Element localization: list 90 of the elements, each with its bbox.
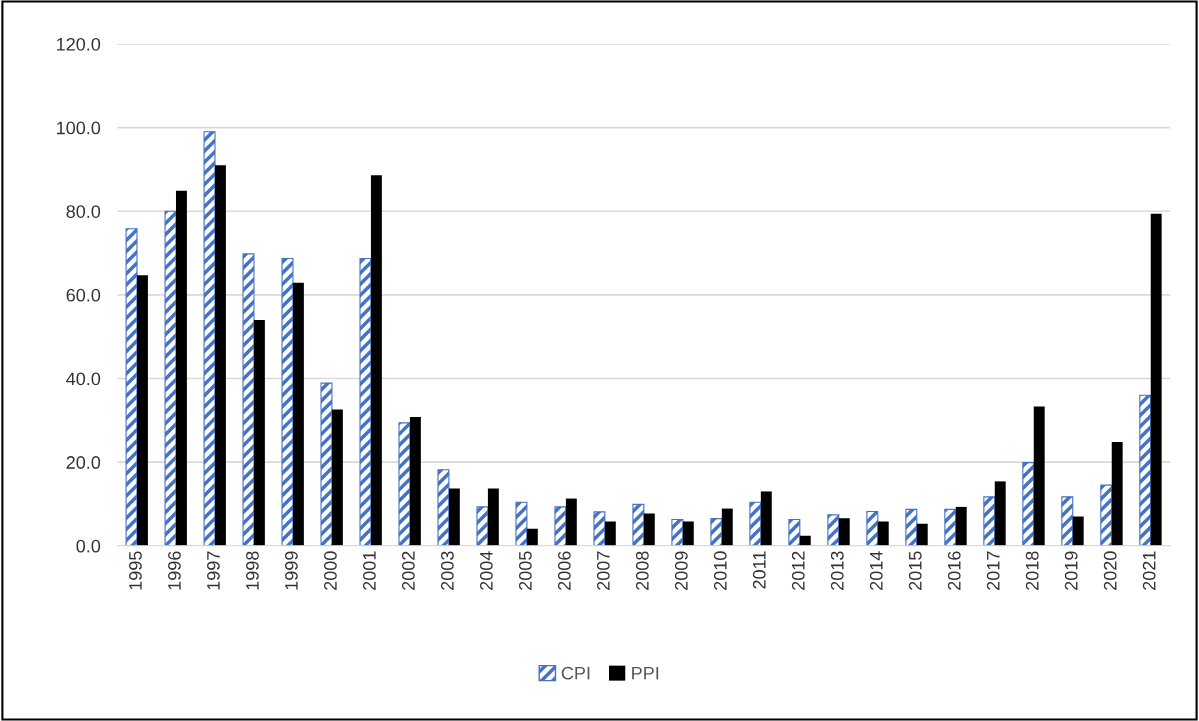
bar (983, 496, 996, 546)
bar (643, 513, 655, 546)
bar (1061, 496, 1074, 546)
y-tick-label: 20.0 (66, 456, 101, 469)
bar (866, 510, 879, 546)
x-tick-label: 2011 (752, 551, 766, 589)
x-tick-label: 2001 (363, 551, 376, 590)
x-tick-label: 1995 (129, 551, 142, 590)
x-tick-label: 2007 (596, 551, 610, 590)
bar (398, 422, 411, 546)
bar (448, 488, 460, 546)
y-tick-label: 100.0 (57, 121, 101, 135)
bar (749, 501, 762, 546)
bar (671, 518, 684, 546)
bar (487, 488, 499, 546)
x-tick-label: 2019 (1064, 551, 1078, 590)
bar (554, 506, 567, 546)
bar (760, 491, 772, 546)
x-tick-label: 1996 (168, 551, 181, 590)
x-tick-label: 2008 (635, 551, 649, 590)
bar (710, 518, 723, 546)
x-tick-label: 2017 (986, 551, 1000, 590)
bar (1072, 516, 1084, 546)
x-tick-label: 2013 (830, 551, 844, 590)
bar (1022, 462, 1035, 546)
bar (437, 469, 450, 546)
bar (682, 521, 694, 546)
bar (515, 501, 528, 546)
x-tick-label: 2006 (557, 551, 571, 590)
bar (359, 257, 372, 546)
bar (1033, 406, 1045, 546)
x-tick-label: 2003 (440, 551, 454, 590)
bar (593, 511, 606, 546)
x-tick-label: 2004 (479, 551, 493, 590)
x-tick-label: 2021 (1142, 551, 1156, 590)
x-tick-label: 1999 (285, 551, 298, 590)
bar (370, 175, 382, 546)
y-tick-label: 60.0 (66, 288, 101, 302)
x-tick-label: 2005 (518, 551, 532, 590)
bar (877, 521, 889, 546)
bar (721, 508, 733, 546)
bar (1100, 484, 1113, 546)
x-tick-label: 2009 (674, 551, 688, 590)
bar (905, 508, 918, 546)
y-tick-label: 40.0 (66, 372, 101, 386)
bar (214, 165, 226, 546)
bar (838, 518, 850, 546)
bar (164, 210, 177, 546)
x-tick-label: 2014 (869, 551, 883, 590)
x-tick-label: 2015 (908, 551, 922, 590)
x-tick-label: 2002 (401, 551, 415, 590)
x-tick-label: 1998 (246, 551, 259, 590)
bar (565, 498, 577, 546)
y-tick-label: 80.0 (66, 205, 101, 218)
x-tick-label: 2010 (713, 551, 727, 590)
bar (203, 131, 216, 546)
x-tick-label: 2012 (791, 551, 805, 590)
bar (994, 481, 1006, 546)
bar (1150, 213, 1162, 546)
bar (242, 253, 255, 546)
bar (632, 503, 645, 546)
x-tick-label: 2016 (947, 551, 961, 590)
x-tick-label: 1997 (207, 551, 220, 590)
x-tick-label: 2018 (1025, 551, 1039, 590)
bar (799, 535, 811, 546)
bar (281, 257, 294, 546)
bar (125, 228, 138, 546)
y-tick-label: 120.0 (57, 37, 101, 51)
bar (292, 282, 304, 546)
bar (604, 521, 616, 546)
bar (916, 523, 928, 546)
bar (137, 275, 148, 546)
legend-label: PPI (632, 666, 659, 680)
bar (476, 506, 489, 546)
bar (253, 319, 265, 546)
bar (320, 382, 333, 546)
bar (1111, 442, 1123, 546)
x-tick-label: 2020 (1103, 551, 1117, 590)
x-tick-label: 2000 (324, 551, 337, 590)
legend-label: CPI (561, 666, 590, 680)
bar (409, 417, 421, 546)
bar (175, 190, 187, 546)
bar (955, 506, 967, 546)
bar (944, 508, 957, 546)
bar (827, 514, 840, 546)
bar (788, 518, 801, 546)
bar (1139, 394, 1152, 546)
bar (526, 528, 538, 546)
y-tick-label: 0.0 (76, 539, 101, 553)
bar (331, 409, 343, 546)
